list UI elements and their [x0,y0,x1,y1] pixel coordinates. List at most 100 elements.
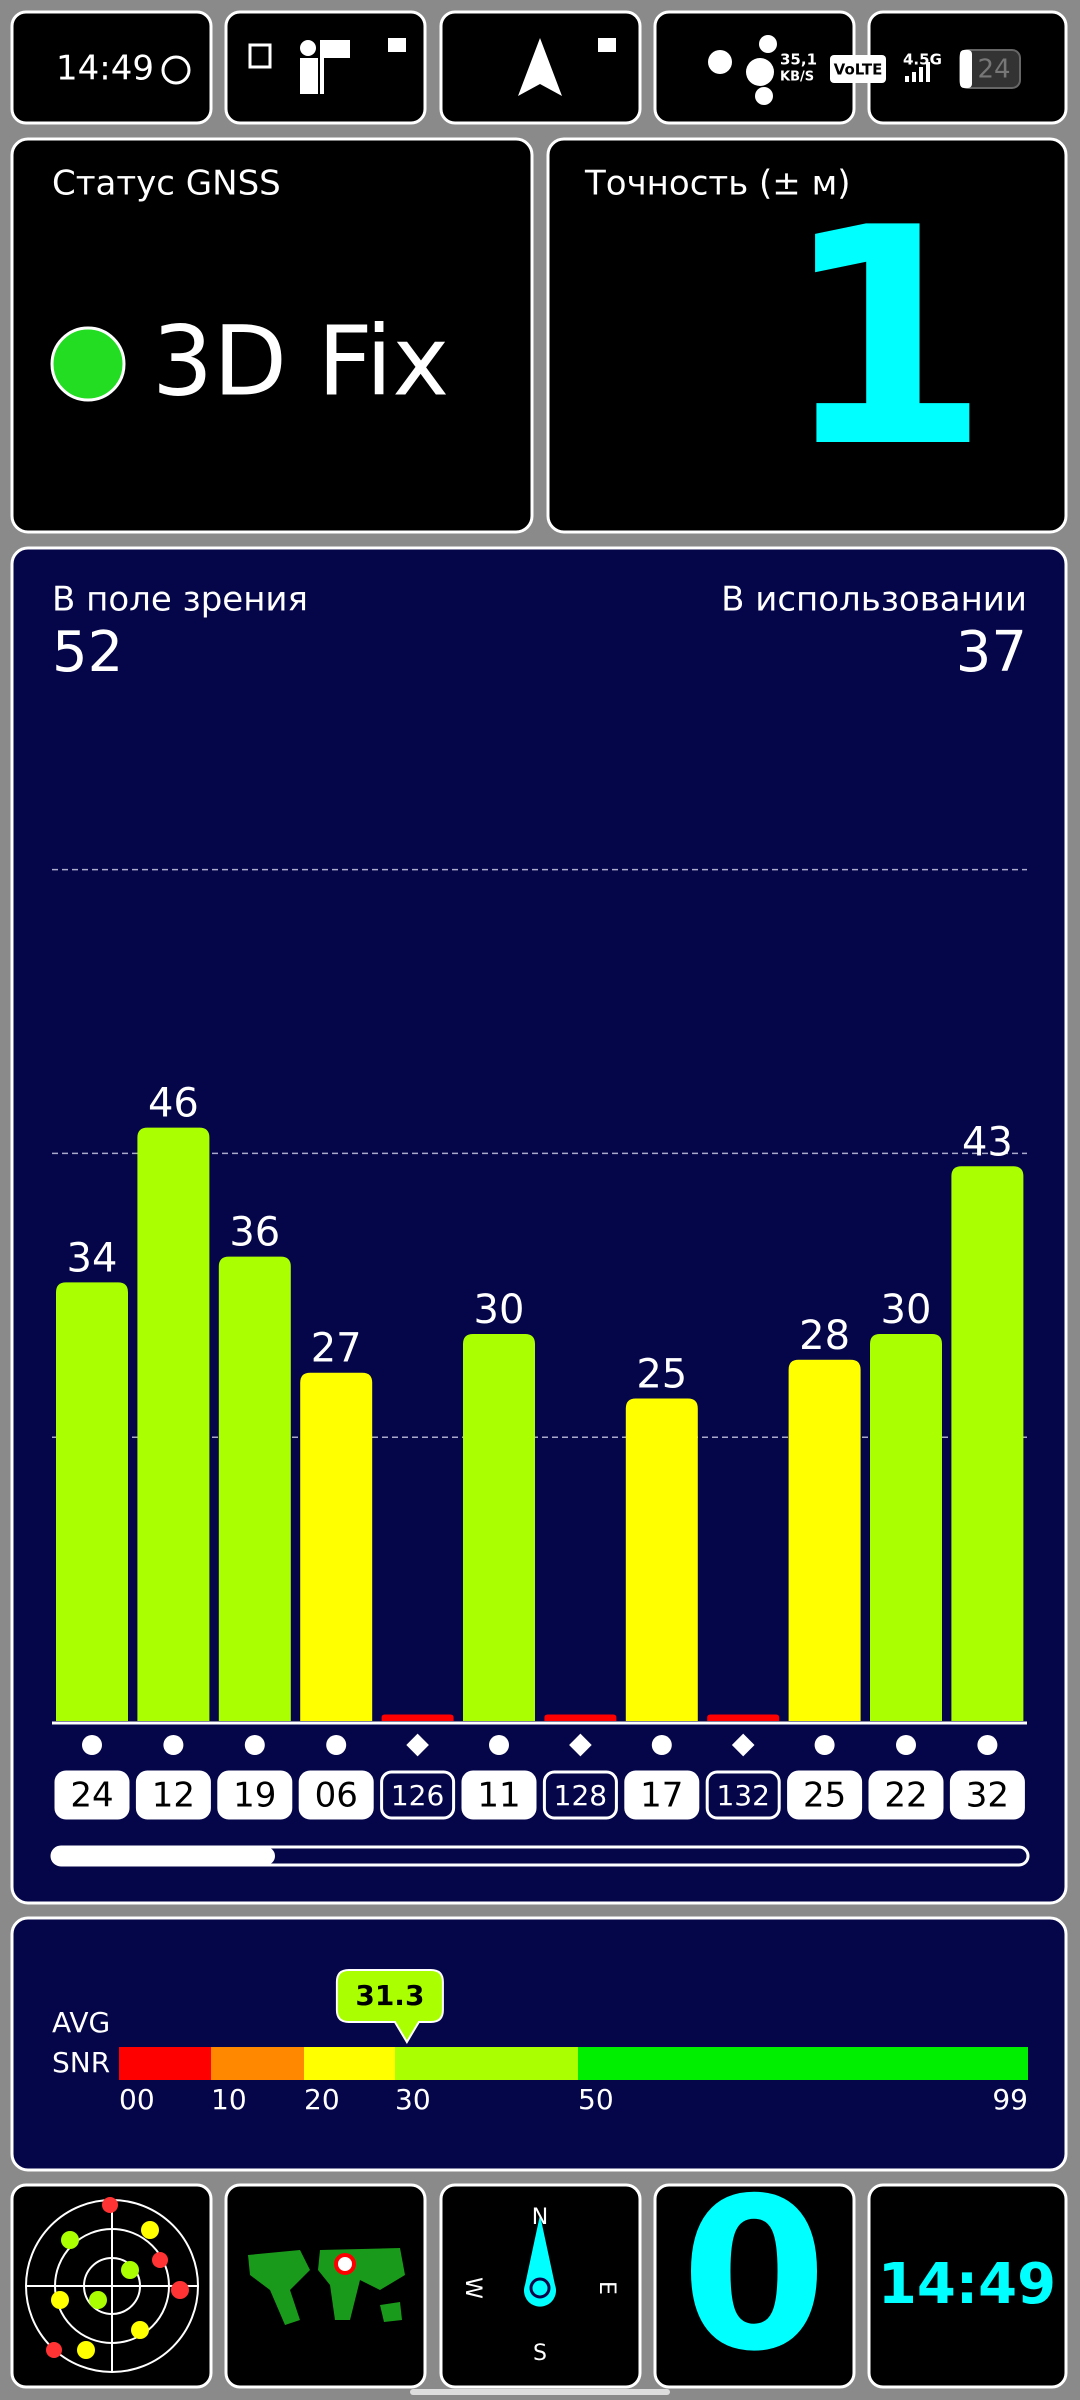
scale-segment [119,2047,211,2080]
scale-tick-label: 20 [304,2083,340,2116]
sat-id-box [624,1770,700,1820]
clock: 14:49 [878,2252,1056,2317]
sat-id-box [380,1770,456,1820]
check-icon [161,55,191,85]
value-label: 34 [67,1235,118,1281]
location-pin [334,2253,356,2275]
sat-id-box [217,1770,293,1820]
scale-segment [211,2047,304,2080]
sky-satellites [46,2197,189,2359]
lock-icon [598,38,616,52]
nav-arrow [518,38,562,96]
sat-id-box [542,1770,618,1820]
lock-tile[interactable] [224,10,427,125]
battery-level [960,50,972,88]
counter-tile[interactable] [653,2183,856,2389]
sat-marker [896,1735,916,1755]
compass-center [529,2277,551,2299]
sat-marker [244,1735,265,1755]
gnss-label: Статус GNSS [52,164,281,204]
value-label: 46 [148,1081,199,1127]
value-label: 25 [636,1352,687,1398]
sat-id: 12 [152,1776,195,1816]
home-indicator[interactable] [410,2389,670,2395]
status-tile[interactable] [10,10,213,125]
in-use: 37 [956,620,1027,685]
in-use-label: В использовании [721,580,1027,620]
scale-segment [395,2047,578,2080]
bar [788,1359,861,1721]
battery-value: 24 [977,55,1010,85]
sat-id: 126 [391,1779,444,1812]
sat-id: 06 [315,1776,358,1816]
sat-id: 32 [966,1776,1009,1816]
bar [870,1334,942,1721]
share-icon [708,35,777,105]
snr-scale: 00 10 20 30 50 99 31.3 [119,1969,1028,2116]
net-unit: KB/S [780,70,814,85]
value-label: 28 [799,1313,850,1359]
sat-id: 11 [477,1776,520,1816]
value-label: 27 [311,1326,362,1372]
sat-marker [569,1733,592,1757]
snr-label: SNR [52,2046,110,2079]
sat-id: 25 [803,1776,846,1816]
avg-bubble [335,1969,444,2044]
scale-tick-label: 99 [992,2083,1028,2116]
avg-snr-panel[interactable] [10,1916,1068,2172]
clip-icon [248,43,272,69]
sat-id-box [461,1770,537,1820]
sat-id-box [949,1770,1025,1820]
sat-marker [731,1733,755,1757]
sat-marker [326,1735,347,1755]
sat-marker [977,1735,998,1755]
value-label: 36 [229,1210,280,1256]
avg-label: AVG [52,2006,110,2039]
scale-tick-label: 30 [395,2083,431,2116]
volte: VoLTE [834,61,883,79]
bar [137,1127,210,1721]
lock-icon [388,38,406,52]
bar [381,1714,454,1721]
bar [544,1714,617,1721]
bar [56,1282,128,1721]
value-label: 30 [474,1287,525,1333]
bar [625,1398,698,1721]
scale-segment [578,2047,1028,2080]
sat-id: 128 [554,1779,607,1812]
map-tile[interactable] [224,2183,427,2389]
value-label: 43 [962,1119,1013,1165]
person-icon [300,40,350,94]
gnss-status-panel[interactable] [10,137,534,534]
sat-id-box [705,1770,781,1820]
signal-bars [905,62,930,82]
avg-value: 31.3 [355,1979,424,2012]
network-type: 4.5G [903,51,942,69]
sat-id-box [868,1770,944,1820]
accuracy-label: Точность (± м) [584,164,851,204]
sat-id-box [298,1770,374,1820]
bar [951,1166,1024,1721]
scrollbar-thumb[interactable] [52,1847,275,1865]
sat-marker [163,1735,184,1755]
in-view: 52 [52,620,123,685]
scale-tick-label: 10 [211,2083,247,2116]
sat-marker [82,1735,102,1755]
sat-id-box [54,1770,130,1820]
value-label: 30 [881,1287,932,1333]
scale-tick-label: 00 [119,2083,155,2116]
accuracy-value: 1 [781,164,990,513]
accuracy-panel[interactable] [546,137,1068,534]
bar [218,1256,291,1721]
sat-marker [651,1735,672,1755]
sat-id-box [787,1770,863,1820]
sat-id-box [135,1770,211,1820]
sat-id: 132 [716,1779,769,1812]
clock-tile[interactable] [867,2183,1068,2389]
bar [463,1334,535,1721]
scale-tick-label: 50 [578,2083,614,2116]
compass-w: W [460,2277,485,2299]
sat-id: 19 [233,1776,276,1816]
